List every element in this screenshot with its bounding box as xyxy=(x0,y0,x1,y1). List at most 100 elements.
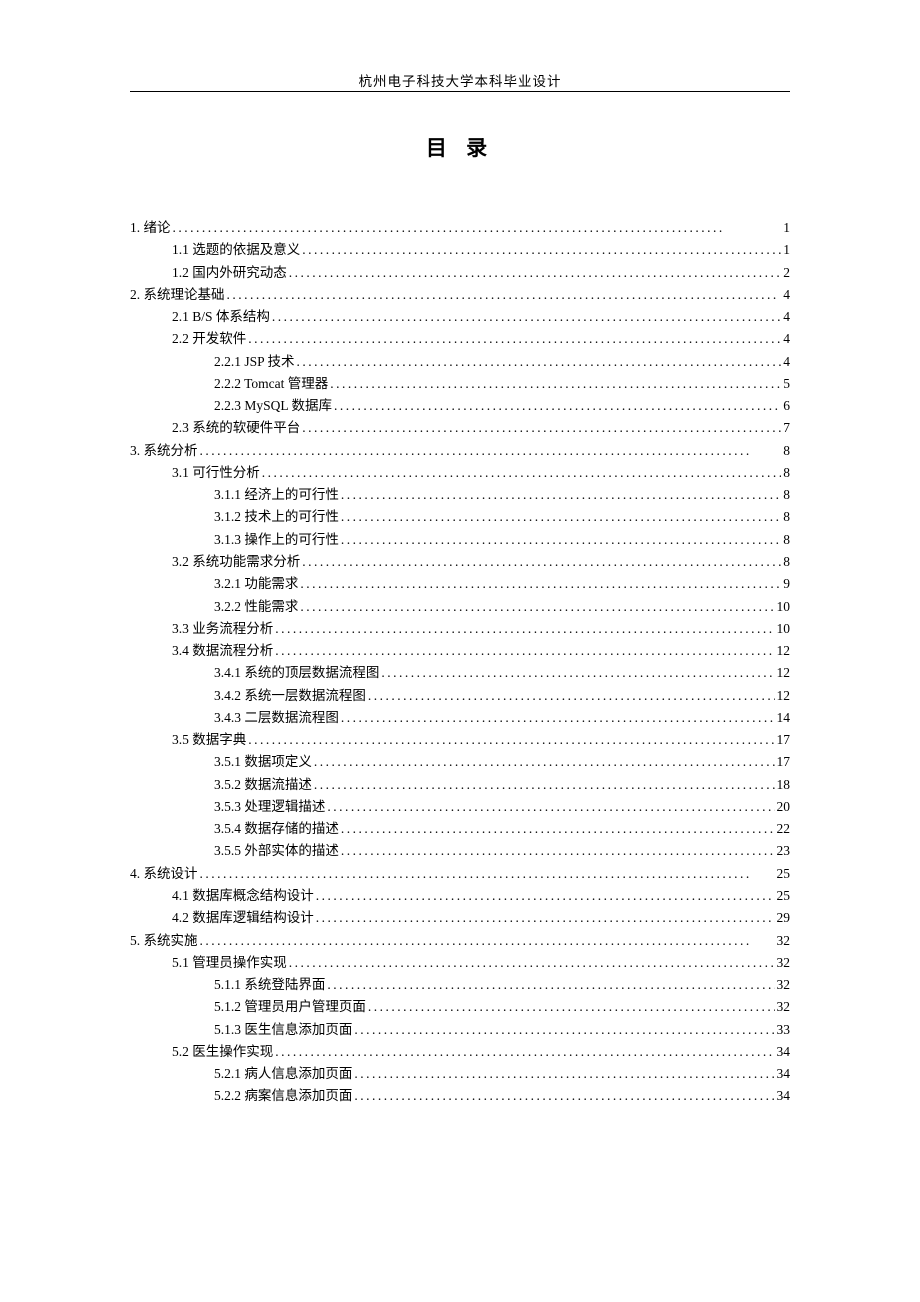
toc-entry: 4. 系统设计.................................… xyxy=(130,863,790,885)
toc-entry: 3.4 数据流程分析..............................… xyxy=(172,640,790,662)
toc-entry-label: 5.1.1 系统登陆界面 xyxy=(214,974,325,996)
toc-entry-leader: ........................................… xyxy=(200,863,775,885)
toc-entry: 3.1.1 经济上的可行性...........................… xyxy=(214,484,790,506)
toc-entry-label: 2.2.2 Tomcat 管理器 xyxy=(214,373,328,395)
toc-entry-page: 18 xyxy=(777,774,791,796)
toc-entry-leader: ........................................… xyxy=(302,417,781,439)
toc-entry-leader: ........................................… xyxy=(316,907,775,929)
toc-entry: 5.1.3 医生信息添加页面..........................… xyxy=(214,1019,790,1041)
toc-entry-leader: ........................................… xyxy=(248,729,774,751)
toc-entry: 3.5.5 外部实体的描述...........................… xyxy=(214,840,790,862)
toc-entry-page: 34 xyxy=(777,1063,791,1085)
toc-entry-leader: ........................................… xyxy=(368,996,775,1018)
toc-entry-page: 8 xyxy=(783,529,790,551)
toc-entry-label: 4. 系统设计 xyxy=(130,863,198,885)
toc-entry-page: 29 xyxy=(777,907,791,929)
toc-entry-label: 5.2.2 病案信息添加页面 xyxy=(214,1085,352,1107)
toc-entry-page: 25 xyxy=(777,863,791,885)
toc-entry: 2.2 开发软件................................… xyxy=(172,328,790,350)
toc-entry: 2.2.3 MySQL 数据库.........................… xyxy=(214,395,790,417)
toc-entry-leader: ........................................… xyxy=(341,818,775,840)
toc-entry-page: 4 xyxy=(783,306,790,328)
toc-entry-label: 3.1.1 经济上的可行性 xyxy=(214,484,339,506)
toc-entry: 5.2.2 病案信息添加页面..........................… xyxy=(214,1085,790,1107)
toc-entry-page: 32 xyxy=(777,930,791,952)
toc-entry-label: 3.5.1 数据项定义 xyxy=(214,751,312,773)
toc-entry-leader: ........................................… xyxy=(275,618,774,640)
toc-entry-page: 8 xyxy=(783,462,790,484)
toc-entry-label: 3.3 业务流程分析 xyxy=(172,618,273,640)
toc-entry-label: 3.5.3 处理逻辑描述 xyxy=(214,796,325,818)
toc-entry: 1. 绪论...................................… xyxy=(130,217,790,239)
toc-entry-leader: ........................................… xyxy=(248,328,781,350)
toc-entry-leader: ........................................… xyxy=(200,440,782,462)
toc-entry: 2.2.2 Tomcat 管理器 .......................… xyxy=(214,373,790,395)
toc-entry-label: 2.2.3 MySQL 数据库 xyxy=(214,395,332,417)
toc-entry-leader: ........................................… xyxy=(314,774,775,796)
toc-entry: 4.1 数据库概念结构设计 ..........................… xyxy=(172,885,790,907)
toc-entry: 3.5.3 处理逻辑描述............................… xyxy=(214,796,790,818)
toc-entry-leader: ........................................… xyxy=(262,462,782,484)
page-header: 杭州电子科技大学本科毕业设计 xyxy=(130,70,790,90)
toc-entry: 2.3 系统的软硬件平台............................… xyxy=(172,417,790,439)
toc-entry: 3.4.2 系统一层数据流程图.........................… xyxy=(214,685,790,707)
toc-entry-page: 17 xyxy=(777,729,791,751)
toc-entry: 3.1.2 技术上的可行性...........................… xyxy=(214,506,790,528)
toc-entry: 5.2 医生操作实现..............................… xyxy=(172,1041,790,1063)
toc-entry-label: 2.2.1 JSP 技术 xyxy=(214,351,295,373)
toc-entry-leader: ........................................… xyxy=(302,551,781,573)
toc-entry: 3.4.3 二层数据流程图...........................… xyxy=(214,707,790,729)
toc-entry-label: 3.1.2 技术上的可行性 xyxy=(214,506,339,528)
toc-entry-leader: ........................................… xyxy=(368,685,775,707)
toc-entry-leader: ........................................… xyxy=(316,885,775,907)
toc-entry-leader: ........................................… xyxy=(275,1041,774,1063)
toc-entry: 4.2 数据库逻辑结构设计...........................… xyxy=(172,907,790,929)
toc-entry-label: 2.3 系统的软硬件平台 xyxy=(172,417,300,439)
toc-entry-leader: ........................................… xyxy=(341,506,781,528)
toc-entry-page: 4 xyxy=(783,351,790,373)
toc-entry: 3.5 数据字典................................… xyxy=(172,729,790,751)
toc-entry: 3.1.3 操作上的可行性...........................… xyxy=(214,529,790,551)
toc-entry: 3.4.1 系统的顶层数据流程图 .......................… xyxy=(214,662,790,684)
toc-entry-leader: ........................................… xyxy=(341,484,781,506)
toc-entry-page: 12 xyxy=(777,685,791,707)
toc-entry-page: 5 xyxy=(783,373,790,395)
toc-entry-page: 8 xyxy=(783,484,790,506)
toc-entry-label: 5. 系统实施 xyxy=(130,930,198,952)
toc-entry-page: 10 xyxy=(777,618,791,640)
toc-entry-page: 14 xyxy=(777,707,791,729)
toc-entry-leader: ........................................… xyxy=(300,596,774,618)
toc-entry-leader: ........................................… xyxy=(341,840,775,862)
toc-entry-label: 3.1 可行性分析 xyxy=(172,462,260,484)
toc-entry-page: 34 xyxy=(777,1041,791,1063)
toc-entry-label: 5.1.3 医生信息添加页面 xyxy=(214,1019,352,1041)
toc-entry-page: 20 xyxy=(777,796,791,818)
toc-entry-page: 4 xyxy=(783,284,790,306)
toc-entry-leader: ........................................… xyxy=(354,1085,774,1107)
toc-entry: 5.2.1 病人信息添加页面..........................… xyxy=(214,1063,790,1085)
toc-entry-label: 1. 绪论 xyxy=(130,217,171,239)
toc-entry-label: 3.4.1 系统的顶层数据流程图 xyxy=(214,662,379,684)
toc-entry: 5.1.2 管理员用户管理页面.........................… xyxy=(214,996,790,1018)
toc-entry: 3. 系统分析.................................… xyxy=(130,440,790,462)
toc-entry-label: 5.1 管理员操作实现 xyxy=(172,952,287,974)
toc-entry: 1.2 国内外研究动态.............................… xyxy=(172,262,790,284)
toc-entry-page: 17 xyxy=(777,751,791,773)
toc-entry: 3.2.2 性能需求..............................… xyxy=(214,596,790,618)
toc-entry-page: 34 xyxy=(777,1085,791,1107)
toc-entry: 3.5.2 数据流描述.............................… xyxy=(214,774,790,796)
toc-entry-page: 2 xyxy=(783,262,790,284)
toc-entry-leader: ........................................… xyxy=(381,662,774,684)
toc-entry-label: 3.1.3 操作上的可行性 xyxy=(214,529,339,551)
toc-entry-page: 32 xyxy=(777,996,791,1018)
toc-entry-leader: ........................................… xyxy=(341,707,775,729)
toc-entry: 5.1 管理员操作实现.............................… xyxy=(172,952,790,974)
toc-entry-page: 23 xyxy=(777,840,791,862)
toc-entry-label: 1.2 国内外研究动态 xyxy=(172,262,287,284)
toc-entry-label: 2.2 开发软件 xyxy=(172,328,246,350)
toc-container: 1. 绪论...................................… xyxy=(130,217,790,1108)
toc-entry-page: 7 xyxy=(783,417,790,439)
toc-entry: 3.1 可行性分析...............................… xyxy=(172,462,790,484)
toc-entry-page: 12 xyxy=(777,662,791,684)
toc-entry-page: 32 xyxy=(777,952,791,974)
